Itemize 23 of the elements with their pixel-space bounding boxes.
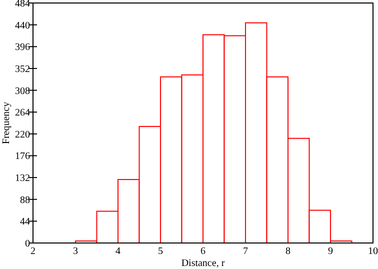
x-tick-label: 6 [200, 246, 206, 257]
y-tick-label: 396 [15, 42, 30, 54]
x-tick-label: 7 [243, 246, 248, 257]
y-tick-label: 484 [15, 0, 30, 10]
y-tick-label: 132 [15, 173, 30, 184]
y-tick-label: 44 [20, 216, 30, 228]
y-tick-label: 308 [15, 86, 30, 97]
x-tick-label: 4 [116, 246, 120, 257]
y-tick-label: 220 [15, 129, 30, 140]
y-tick-label: 264 [15, 108, 30, 119]
y-tick-label: 176 [15, 151, 30, 162]
x-tick-label: 2 [30, 246, 36, 257]
y-tick-label: 440 [15, 20, 30, 32]
y-tick-label: 352 [15, 64, 30, 75]
y-axis-title: Frequency [1, 102, 12, 144]
y-tick-label: 0 [25, 238, 30, 250]
x-tick-label: 10 [368, 246, 378, 257]
x-tick-label: 5 [158, 246, 163, 257]
x-tick-label: 9 [328, 246, 333, 257]
y-tick-label: 88 [20, 194, 30, 206]
x-tick-label: 3 [73, 246, 78, 257]
x-axis-title: Distance, r [181, 258, 226, 269]
x-tick-label: 8 [286, 246, 290, 257]
